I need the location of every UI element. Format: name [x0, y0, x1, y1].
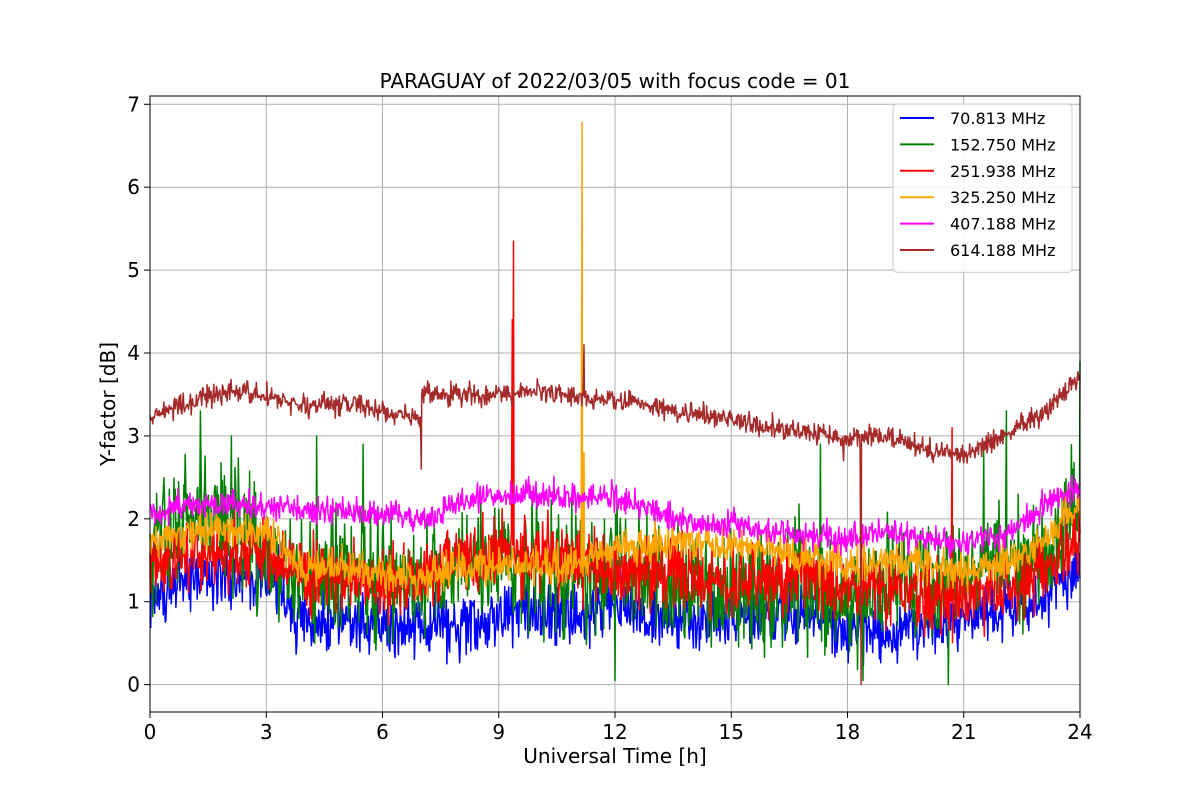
y-tick-label: 3	[127, 424, 140, 448]
legend-label: 251.938 MHz	[950, 162, 1055, 181]
x-tick-label: 21	[951, 720, 976, 744]
x-tick-label: 24	[1067, 720, 1092, 744]
x-tick-label: 0	[144, 720, 157, 744]
series-lines	[149, 121, 1081, 686]
x-tick-label: 3	[260, 720, 273, 744]
legend-label: 325.250 MHz	[950, 188, 1055, 207]
y-tick-label: 5	[127, 258, 140, 282]
legend-label: 152.750 MHz	[950, 135, 1055, 154]
legend-label: 614.188 MHz	[950, 241, 1055, 260]
y-tick-label: 2	[127, 507, 140, 531]
series-line	[149, 343, 1081, 686]
x-tick-label: 15	[719, 720, 744, 744]
x-tick-label: 6	[376, 720, 389, 744]
y-tick-label: 0	[127, 673, 140, 697]
x-tick-label: 9	[492, 720, 505, 744]
legend: 70.813 MHz 152.750 MHz 251.938 MHz 325.250 …	[892, 103, 1073, 273]
y-tick-label: 6	[127, 175, 140, 199]
x-tick-label: 18	[835, 720, 860, 744]
x-tick-label: 12	[602, 720, 627, 744]
series-line	[149, 121, 1081, 599]
x-axis-label: Universal Time [h]	[523, 744, 706, 768]
legend-box	[892, 103, 1073, 273]
chart-title: PARAGUAY of 2022/03/05 with focus code =…	[380, 69, 851, 93]
series-line	[149, 474, 1081, 559]
legend-label: 407.188 MHz	[950, 215, 1055, 234]
legend-label: 70.813 MHz	[950, 109, 1045, 128]
y-tick-label: 4	[127, 341, 140, 365]
y-axis-label: Y-factor [dB]	[96, 342, 120, 467]
y-tick-label: 1	[127, 590, 140, 614]
y-tick-label: 7	[127, 92, 140, 116]
